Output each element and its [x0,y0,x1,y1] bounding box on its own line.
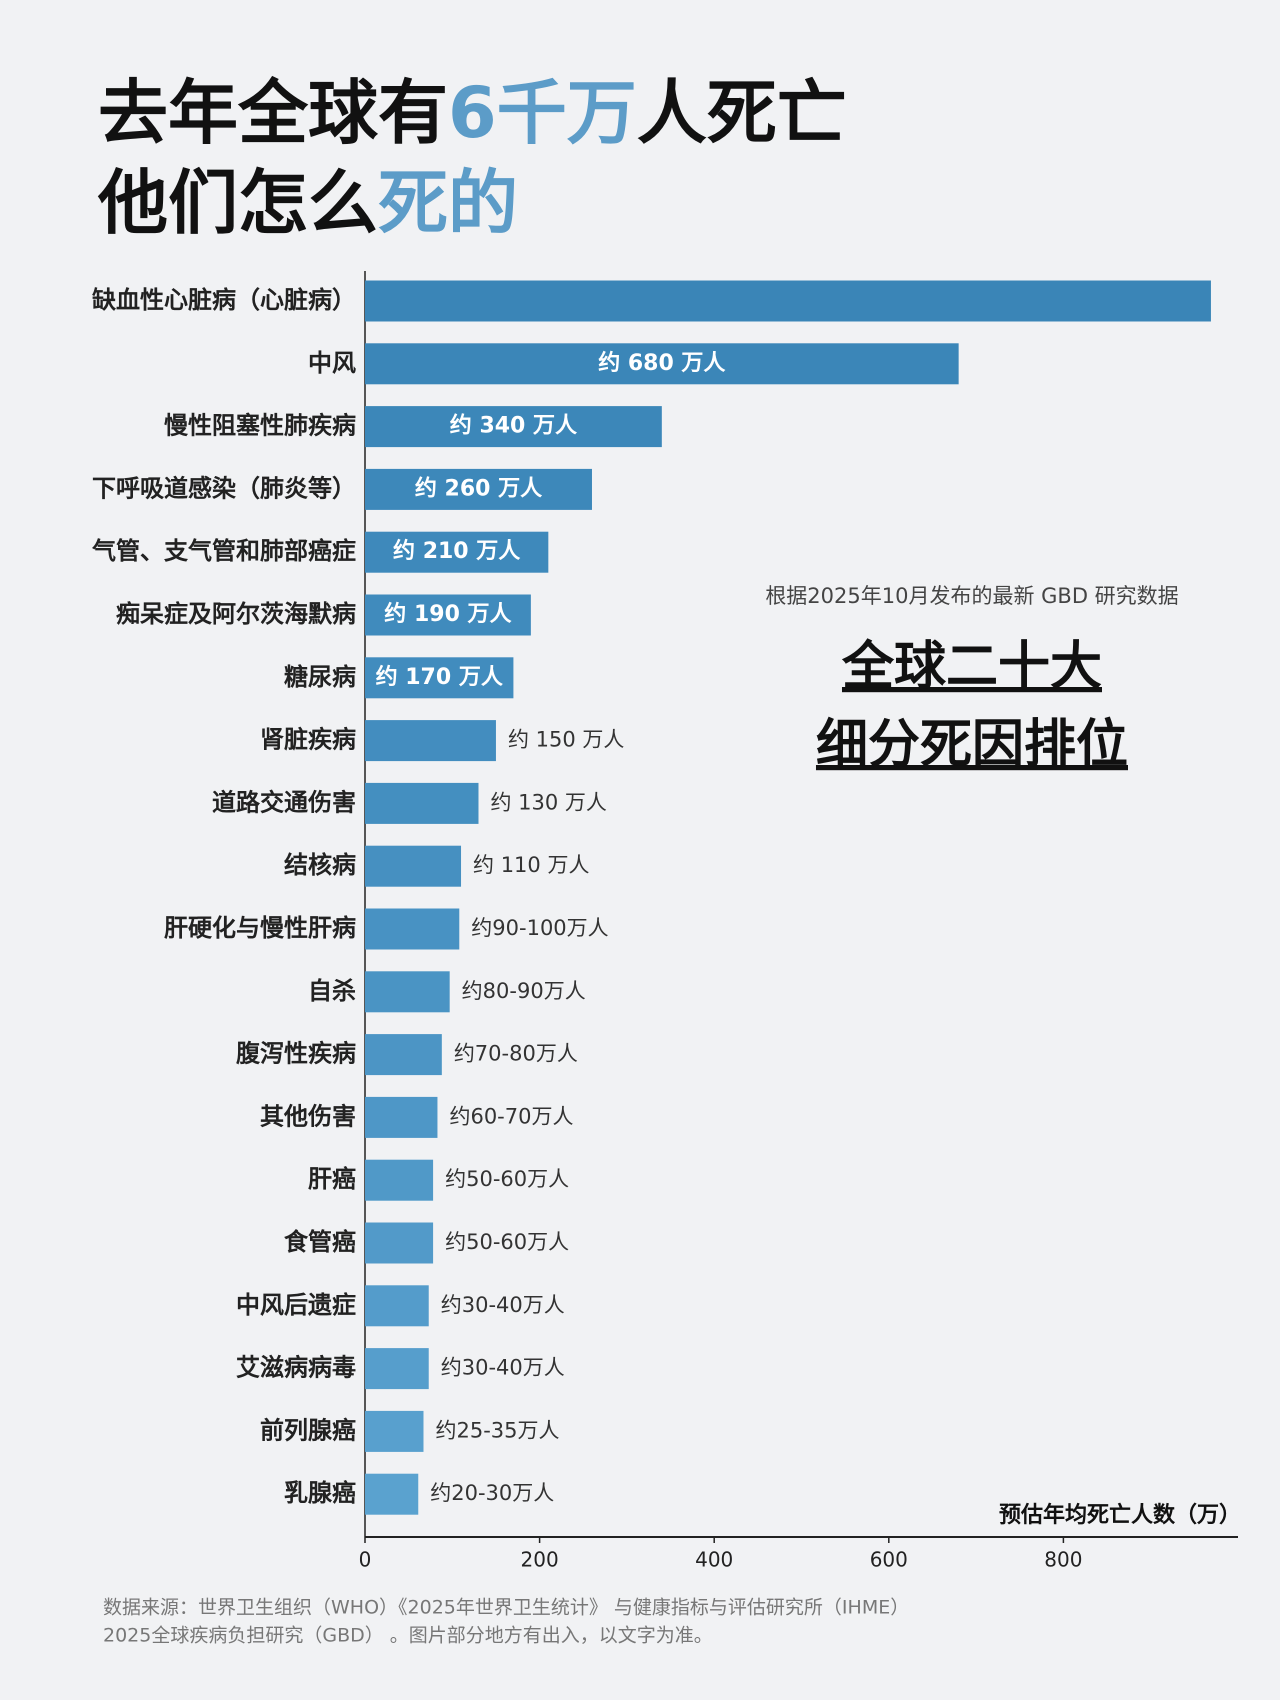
value-label: 约20-30万人 [430,1481,554,1505]
value-label: 约30-40万人 [441,1293,565,1317]
y-tick-label: 下呼吸道感染（肺炎等） [92,474,356,502]
y-tick-label: 肾脏疾病 [260,726,356,754]
x-tick-label: 600 [870,1548,908,1572]
value-label: 约90-100万人 [471,916,608,940]
bar [365,657,514,699]
value-label: 约 150 万人 [508,728,624,752]
source: 数据来源：世界卫生组织（WHO）《2025年世界卫生统计》 与健康指标与评估研究… [103,1597,909,1619]
y-tick-label: 肝癌 [308,1165,356,1193]
title-line: 他们怎么死的 [97,162,518,244]
value-label: 约 260 万人 [415,475,542,501]
y-tick-label: 食管癌 [284,1228,356,1256]
bar [365,468,592,510]
title-highlight: 死的 [378,162,518,244]
source: 2025全球疾病负担研究（GBD） 。图片部分地方有出入，以文字为准。 [103,1625,713,1647]
y-tick-label: 肝硬化与慢性肝病 [164,914,356,942]
y-tick-label: 结核病 [284,851,356,879]
annotation: 根据2025年10月发布的最新 GBD 研究数据 [765,584,1178,608]
value-label: 约 340 万人 [450,413,577,439]
title-part: 去年全球有 [98,72,448,154]
value-label: 约30-40万人 [441,1356,565,1380]
y-tick-label: 中风后遗症 [236,1291,356,1319]
y-tick-label: 痴呆症及阿尔茨海默病 [116,600,356,628]
bar [365,280,1211,322]
y-tick-label: 其他伤害 [260,1102,356,1130]
y-tick-label: 气管、支气管和肺部癌症 [91,537,356,565]
x-tick-label: 0 [359,1548,372,1572]
y-tick-label: 缺血性心脏病（心脏病） [92,286,356,314]
y-tick-label: 腹泻性疾病 [236,1040,356,1068]
y-tick-label: 乳腺癌 [284,1479,356,1507]
value-label: 约50-60万人 [445,1167,569,1191]
bar [365,782,479,824]
x-tick-label: 800 [1044,1548,1082,1572]
value-label: 约 170 万人 [376,664,503,690]
bar [365,845,462,887]
value-label: 约50-60万人 [445,1230,569,1254]
bar [365,971,450,1013]
bar [365,1222,434,1264]
bar [365,1159,434,1201]
value-label: 约 680 万人 [598,350,725,376]
bar [365,720,496,762]
bar [365,908,460,950]
y-tick-label: 前列腺癌 [260,1416,356,1444]
bar [365,1285,429,1327]
value-label: 约25-35万人 [435,1418,559,1442]
value-label: 约 110 万人 [473,853,589,877]
bar [365,1473,419,1515]
bar [365,1348,429,1390]
annotation: 细分死因排位 [816,715,1128,775]
y-tick-label: 自杀 [308,977,356,1005]
value-label: 约 190 万人 [384,601,511,627]
bar [365,1096,438,1138]
y-tick-label: 艾滋病病毒 [236,1354,356,1382]
title-part: 他们怎么 [97,162,378,244]
bar [365,1410,424,1452]
value-label: 约 130 万人 [490,790,606,814]
value-label: 约80-90万人 [462,979,586,1003]
bar [365,406,662,448]
annotation: 全球二十大 [841,637,1102,697]
value-label: 约70-80万人 [454,1042,578,1066]
bar [365,1034,442,1076]
value-label: 约60-70万人 [449,1104,573,1128]
bar [365,343,959,385]
x-axis-label: 预估年均死亡人数（万） [999,1502,1241,1528]
title-part: 人死亡 [637,72,847,154]
y-tick-label: 糖尿病 [284,663,356,691]
title-highlight: 6千万 [448,72,637,154]
title-line: 去年全球有6千万人死亡 [98,72,847,154]
value-label: 约 210 万人 [393,538,520,564]
y-tick-label: 道路交通伤害 [212,788,356,816]
bar [365,594,531,636]
bar [365,531,549,573]
y-tick-label: 慢性阻塞性肺疾病 [164,412,356,440]
x-tick-label: 200 [521,1548,559,1572]
y-tick-label: 中风 [308,349,356,377]
x-tick-label: 400 [695,1548,733,1572]
